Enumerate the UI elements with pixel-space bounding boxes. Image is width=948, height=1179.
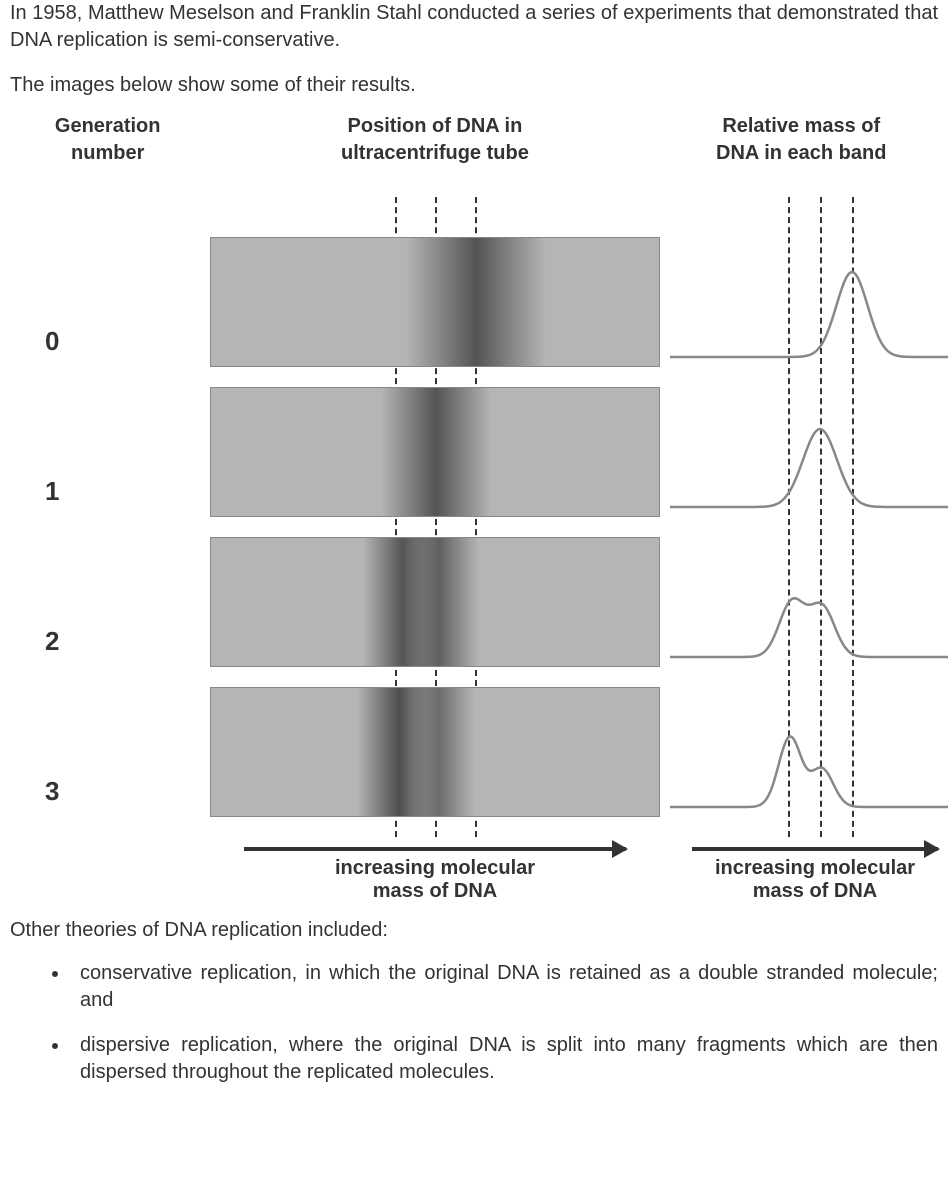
curves-axis-label: increasing molecular mass of DNA xyxy=(715,857,915,903)
centrifuge-tube xyxy=(210,237,660,367)
generation-labels: 0 1 2 3 xyxy=(45,267,59,867)
theories-list: conservative replication, in which the o… xyxy=(10,960,938,1086)
curves-axis: increasing molecular mass of DNA xyxy=(670,847,948,903)
dna-band xyxy=(406,238,546,366)
header-mass-l1: Relative mass of xyxy=(664,113,938,140)
centrifuge-tube xyxy=(210,387,660,517)
header-position-l2: ultracentrifuge tube xyxy=(205,140,664,167)
header-position-l1: Position of DNA in xyxy=(205,113,664,140)
gen-label-1: 1 xyxy=(45,417,59,567)
arrow-icon xyxy=(244,847,627,851)
axis-label-l2b: mass of DNA xyxy=(753,880,877,902)
arrow-icon xyxy=(692,847,939,851)
dna-band xyxy=(399,538,479,666)
header-generation-l2: number xyxy=(10,140,205,167)
theory-conservative: conservative replication, in which the o… xyxy=(70,960,938,1014)
gen-label-3: 3 xyxy=(45,717,59,867)
density-curve xyxy=(670,537,948,687)
header-generation: Generation number xyxy=(10,113,205,167)
axis-label-l1: increasing molecular xyxy=(335,857,535,879)
density-curve xyxy=(670,387,948,537)
dna-band xyxy=(403,688,475,816)
gen-label-2: 2 xyxy=(45,567,59,717)
figure-area: 0 1 2 3 increasing molecular mass of DNA… xyxy=(10,167,938,887)
subhead-text: The images below show some of their resu… xyxy=(10,72,938,99)
centrifuge-tube xyxy=(210,687,660,817)
dna-band xyxy=(381,388,491,516)
tubes-column xyxy=(210,237,660,837)
other-theories-intro: Other theories of DNA replication includ… xyxy=(10,917,938,944)
tubes-axis: increasing molecular mass of DNA xyxy=(210,847,660,903)
header-mass-l2: DNA in each band xyxy=(664,140,938,167)
header-generation-l1: Generation xyxy=(10,113,205,140)
gen-label-0: 0 xyxy=(45,267,59,417)
axis-label-l2: mass of DNA xyxy=(373,880,497,902)
axis-label-l1b: increasing molecular xyxy=(715,857,915,879)
header-mass: Relative mass of DNA in each band xyxy=(664,113,938,167)
density-curve xyxy=(670,687,948,837)
column-headers: Generation number Position of DNA in ult… xyxy=(10,113,938,167)
intro-text: In 1958, Matthew Meselson and Franklin S… xyxy=(10,0,938,54)
density-curve xyxy=(670,237,948,387)
header-position: Position of DNA in ultracentrifuge tube xyxy=(205,113,664,167)
tubes-axis-label: increasing molecular mass of DNA xyxy=(335,857,535,903)
curves-column xyxy=(670,197,948,837)
centrifuge-tube xyxy=(210,537,660,667)
theory-dispersive: dispersive replication, where the origin… xyxy=(70,1032,938,1086)
